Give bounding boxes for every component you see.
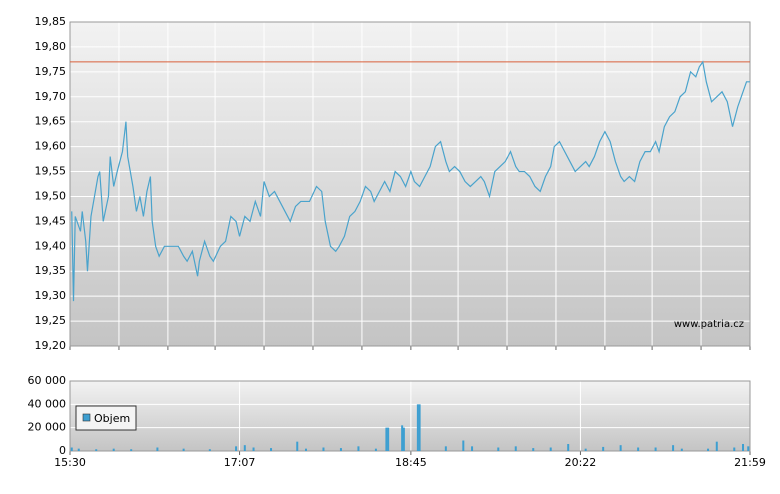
y-tick-label: 19,65 — [35, 115, 67, 128]
y-tick-label: 19,25 — [35, 314, 67, 327]
plot-frame — [69, 21, 751, 347]
volume-bar — [637, 447, 640, 451]
y-tick-label: 19,85 — [35, 15, 67, 28]
volume-bar — [444, 446, 447, 451]
x-tick-label: 17:07 — [224, 456, 256, 469]
volume-bar — [357, 446, 360, 451]
volume-bar — [374, 448, 377, 451]
watermark: www.patria.cz — [674, 319, 744, 330]
volume-bar — [385, 427, 388, 451]
y-tick-label: 40 000 — [28, 397, 67, 410]
price-line — [71, 60, 750, 302]
y-tick-label: 20 000 — [28, 421, 67, 434]
plot-frame — [69, 380, 751, 452]
volume-bar — [733, 447, 736, 451]
volume-bar — [532, 448, 535, 451]
volume-bar — [235, 446, 238, 451]
volume-bar — [296, 441, 299, 451]
volume-bar — [567, 444, 570, 451]
legend-label: Objem — [94, 412, 130, 425]
volume-bar — [602, 446, 605, 451]
volume-bar — [462, 440, 465, 451]
x-tick-label: 15:30 — [54, 456, 86, 469]
x-tick-label: 20:22 — [565, 456, 597, 469]
legend-swatch — [82, 413, 91, 422]
volume-bar — [208, 449, 211, 451]
volume-bar — [416, 404, 419, 451]
volume-bar — [70, 447, 73, 451]
volume-bar — [549, 447, 552, 451]
volume-bar — [418, 404, 421, 451]
volume-bar — [672, 445, 675, 451]
volume-bar — [514, 446, 517, 451]
volume-bar — [304, 448, 307, 451]
y-tick-label: 0 — [59, 444, 66, 457]
volume-bar — [742, 444, 745, 451]
y-tick-label: 19,50 — [35, 189, 67, 202]
volume-bar — [584, 448, 587, 451]
volume-bar — [654, 447, 657, 451]
plot-area — [70, 381, 750, 451]
y-tick-label: 19,30 — [35, 289, 67, 302]
volume-bar — [401, 425, 404, 451]
volume-bar — [619, 445, 622, 451]
y-tick-label: 19,75 — [35, 65, 67, 78]
y-tick-label: 19,45 — [35, 214, 67, 227]
volume-bar — [402, 427, 405, 451]
volume-bar — [77, 448, 80, 451]
volume-bar — [156, 447, 159, 451]
volume-bar — [497, 447, 500, 451]
y-tick-label: 19,60 — [35, 140, 67, 153]
volume-bar — [182, 448, 185, 451]
volume-bar — [130, 449, 133, 451]
volume-bar — [270, 448, 273, 451]
volume-bar — [387, 427, 390, 451]
volume-bar — [95, 449, 98, 451]
volume-bar — [243, 445, 246, 451]
volume-bar — [252, 447, 255, 451]
volume-bar — [747, 446, 750, 451]
volume-bar — [715, 441, 718, 451]
x-tick-label: 21:59 — [734, 456, 766, 469]
y-tick-label: 19,70 — [35, 90, 67, 103]
plot-area — [70, 22, 750, 346]
y-tick-label: 19,40 — [35, 239, 67, 252]
y-tick-label: 19,80 — [35, 40, 67, 53]
volume-bar — [680, 448, 683, 451]
volume-bar — [471, 446, 474, 451]
volume-bar — [322, 447, 325, 451]
volume-bar — [112, 448, 115, 451]
y-tick-label: 19,55 — [35, 165, 67, 178]
volume-bar — [707, 448, 710, 451]
y-tick-label: 60 000 — [28, 374, 67, 387]
y-tick-label: 19,35 — [35, 264, 67, 277]
volume-bar — [339, 448, 342, 451]
x-tick-label: 18:45 — [395, 456, 427, 469]
y-tick-label: 19,20 — [35, 339, 67, 352]
